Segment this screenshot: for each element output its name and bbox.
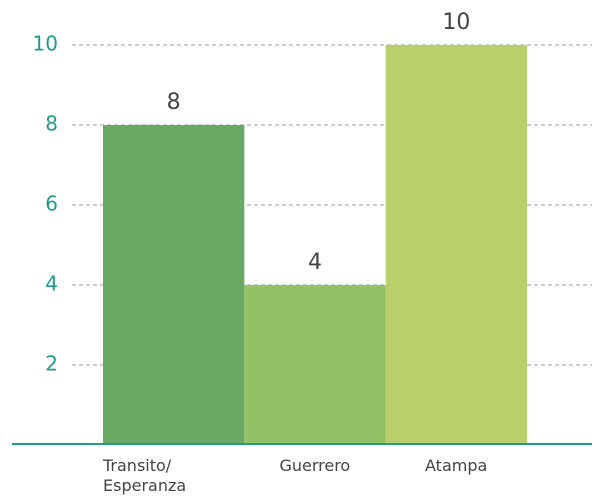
- value-label: 10: [442, 10, 470, 35]
- y-tick-label: 2: [45, 352, 58, 376]
- bar: [244, 285, 386, 445]
- y-tick-label: 10: [33, 32, 58, 56]
- bar: [385, 45, 527, 445]
- value-label: 8: [167, 90, 181, 115]
- y-tick-label: 6: [45, 192, 58, 216]
- x-tick-label: Atampa: [425, 456, 488, 475]
- value-label: 4: [308, 250, 322, 275]
- bar: [103, 125, 245, 445]
- y-tick-label: 8: [45, 112, 58, 136]
- y-tick-label: 4: [45, 272, 58, 296]
- x-tick-label: Transito/ Esperanza: [103, 456, 187, 495]
- x-tick-label: Guerrero: [279, 456, 351, 475]
